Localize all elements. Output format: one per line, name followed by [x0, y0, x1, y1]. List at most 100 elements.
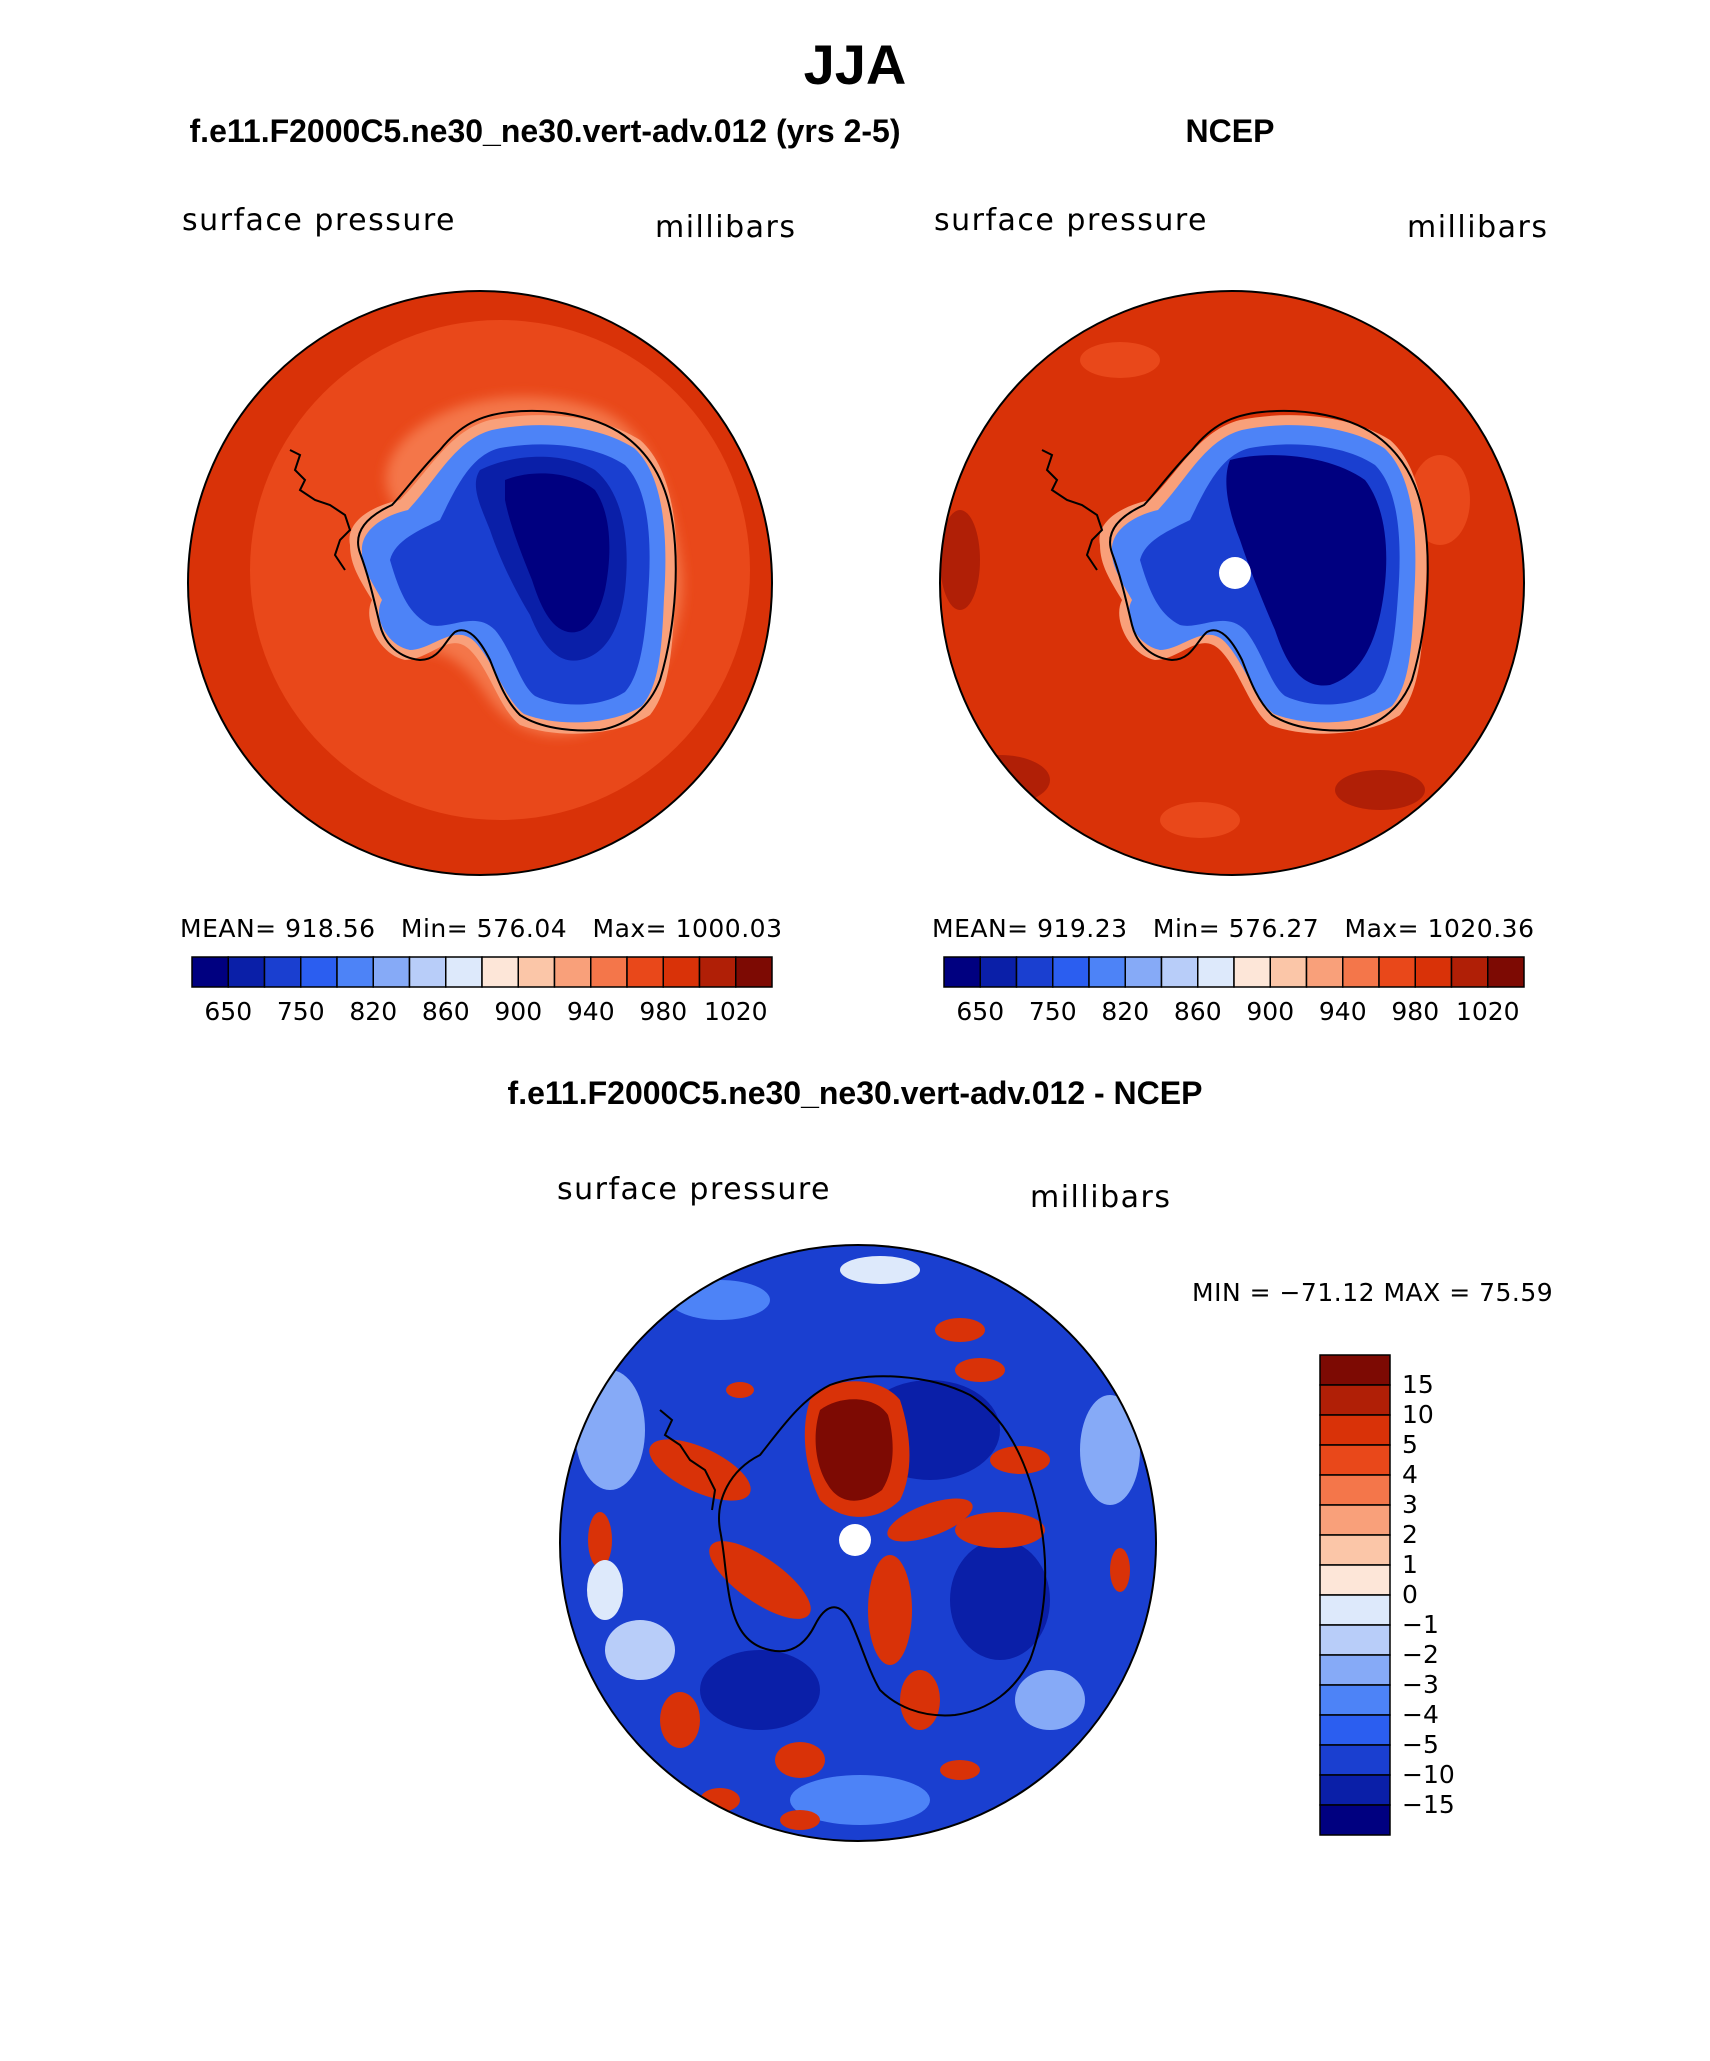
- diff-colorbar-tick-label: 15: [1402, 1370, 1434, 1399]
- left-colorbar-swatch: [227, 956, 266, 988]
- right-map-boundary: [939, 290, 1525, 876]
- right-colorbar-swatch: [1088, 956, 1126, 988]
- diff-colorbar-tick-label: −3: [1402, 1670, 1439, 1699]
- right-max-label: Max=: [1344, 914, 1420, 943]
- left-colorbar-swatch: [372, 956, 411, 988]
- diff-colorbar-swatch: [1319, 1564, 1391, 1596]
- left-colorbar-tick-label: 650: [204, 997, 253, 1026]
- diff-lightblue-5: [1015, 1670, 1085, 1730]
- right-coastline: [1041, 409, 1429, 732]
- diff-colorbar-swatch: [1319, 1594, 1391, 1626]
- diff-pole-mask: [839, 1524, 871, 1556]
- right-colorbar: [943, 956, 1525, 988]
- right-max-value: 1020.36: [1427, 914, 1535, 943]
- diff-colorbar-tick-label: 3: [1402, 1490, 1418, 1519]
- diff-white-1: [840, 1256, 920, 1284]
- diff-variable-label: surface pressure: [557, 1172, 831, 1207]
- left-min-label: Min=: [400, 914, 469, 943]
- left-colorbar-swatch: [191, 956, 229, 988]
- diff-colorbar-swatch: [1319, 1474, 1391, 1506]
- diff-map: [559, 1244, 1157, 1842]
- right-mean-value: 919.23: [1037, 914, 1128, 943]
- left-mean-value: 918.56: [285, 914, 376, 943]
- right-pole-mask: [1219, 557, 1251, 589]
- left-mean-label: MEAN=: [180, 914, 277, 943]
- diff-colorbar-swatch: [1319, 1624, 1391, 1656]
- left-colorbar-tick-label: 860: [421, 997, 470, 1026]
- left-colorbar-swatch: [336, 956, 374, 988]
- left-panel-title: f.e11.F2000C5.ne30_ne30.vert-adv.012 (yr…: [189, 113, 901, 149]
- left-antarctica-core: [505, 473, 610, 633]
- diff-colorbar-tick-label: 2: [1402, 1520, 1418, 1549]
- diff-panel-title: f.e11.F2000C5.ne30_ne30.vert-adv.012 - N…: [507, 1075, 1203, 1111]
- left-colorbar-tick-label: 980: [639, 997, 688, 1026]
- diff-colorbar-tick-label: −2: [1402, 1640, 1439, 1669]
- right-colorbar-swatch: [1342, 956, 1380, 988]
- right-colorbar-tick-label: 940: [1318, 997, 1367, 1026]
- diff-red-6: [955, 1358, 1005, 1382]
- diff-lightblue-3: [790, 1775, 930, 1825]
- diff-colorbar-tick-label: −1: [1402, 1610, 1439, 1639]
- diff-lightblue-6: [605, 1620, 675, 1680]
- diff-navy-3: [950, 1540, 1050, 1660]
- right-variable-label: surface pressure: [934, 203, 1208, 238]
- right-colorbar-swatch: [1450, 956, 1489, 988]
- diff-colorbar-swatch: [1319, 1384, 1391, 1416]
- diff-red-14: [1110, 1548, 1130, 1592]
- right-map: [939, 290, 1525, 876]
- left-colorbar-swatch: [698, 956, 737, 988]
- left-max-value: 1000.03: [675, 914, 783, 943]
- diff-colorbar-swatch: [1319, 1804, 1391, 1836]
- left-colorbar: [191, 956, 773, 988]
- diff-units-label: millibars: [1030, 1180, 1172, 1215]
- diff-red-15: [940, 1760, 980, 1780]
- right-colorbar-swatch: [979, 956, 1018, 988]
- diff-colorbar-swatch: [1319, 1444, 1391, 1476]
- diff-red-1: [649, 1439, 751, 1501]
- left-colorbar-swatch: [590, 956, 628, 988]
- right-colorbar-swatch: [1052, 956, 1090, 988]
- left-max-label: Max=: [592, 914, 668, 943]
- diff-colorbar-tick-label: 1: [1402, 1550, 1418, 1579]
- right-ocean-patch-3: [1080, 342, 1160, 378]
- left-colorbar-swatch: [553, 956, 592, 988]
- diff-white-2: [587, 1560, 623, 1620]
- diff-colorbar-swatch: [1319, 1534, 1391, 1566]
- right-panel-title: NCEP: [1185, 113, 1275, 149]
- diff-map-boundary: [559, 1244, 1157, 1842]
- diff-colorbar-tick-label: 0: [1402, 1580, 1418, 1609]
- diff-colorbar-swatch: [1319, 1744, 1391, 1776]
- diff-red-17: [726, 1382, 754, 1398]
- left-colorbar-tick-label: 820: [349, 997, 398, 1026]
- right-colorbar-swatch: [1269, 956, 1308, 988]
- right-colorbar-tick-label: 650: [956, 997, 1005, 1026]
- diff-red-9: [775, 1742, 825, 1778]
- diff-colorbar-tick-label: −10: [1402, 1760, 1455, 1789]
- left-colorbar-swatch: [300, 956, 338, 988]
- diff-colorbar-swatch: [1319, 1684, 1391, 1716]
- left-colorbar-swatch: [662, 956, 701, 988]
- diff-colorbar-swatch: [1319, 1414, 1391, 1446]
- right-min-label: Min=: [1152, 914, 1221, 943]
- diff-colorbar-swatch: [1319, 1714, 1391, 1746]
- diff-minmax: MIN = −71.12 MAX = 75.59: [1192, 1278, 1554, 1307]
- diff-coastline: [659, 1375, 1047, 1717]
- right-units-label: millibars: [1407, 210, 1549, 245]
- right-colorbar-swatch: [1487, 956, 1525, 988]
- left-colorbar-swatch: [626, 956, 664, 988]
- left-stats: MEAN= 918.56 Min= 576.04 Max= 1000.03: [180, 914, 782, 943]
- right-colorbar-tick-label: 750: [1028, 997, 1077, 1026]
- right-colorbar-tick-label: 860: [1173, 997, 1222, 1026]
- left-colorbar-swatch: [408, 956, 447, 988]
- left-units-label: millibars: [655, 210, 797, 245]
- diff-navy-2: [700, 1650, 820, 1730]
- diff-colorbar-tick-label: −15: [1402, 1790, 1455, 1819]
- diff-colorbar-swatch: [1319, 1654, 1391, 1686]
- diff-colorbar-swatch: [1319, 1354, 1391, 1386]
- right-colorbar-tick-label: 900: [1246, 997, 1295, 1026]
- left-colorbar-tick-label: 750: [276, 997, 325, 1026]
- diff-colorbar-tick-label: 4: [1402, 1460, 1418, 1489]
- right-colorbar-swatch: [1305, 956, 1344, 988]
- left-colorbar-tick-label: 900: [494, 997, 543, 1026]
- right-antarctica-core: [1226, 455, 1387, 686]
